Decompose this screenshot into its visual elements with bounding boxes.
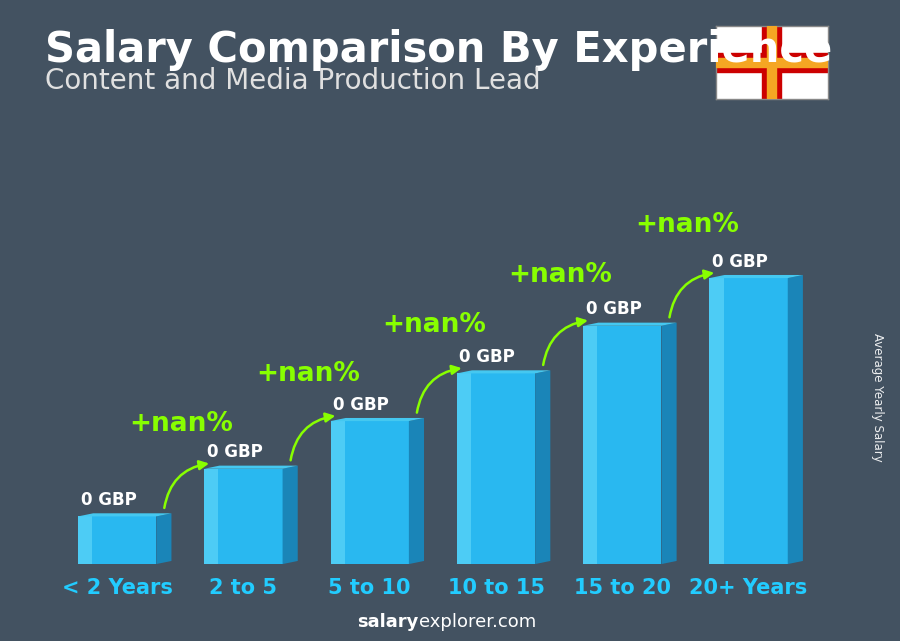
Bar: [709, 278, 724, 564]
FancyBboxPatch shape: [457, 374, 536, 564]
Polygon shape: [409, 418, 424, 564]
Text: +nan%: +nan%: [130, 411, 233, 437]
Text: Content and Media Production Lead: Content and Media Production Lead: [45, 67, 541, 96]
Bar: [330, 421, 345, 564]
Polygon shape: [788, 275, 803, 564]
Text: +nan%: +nan%: [256, 362, 360, 387]
FancyBboxPatch shape: [583, 326, 662, 564]
Text: Average Yearly Salary: Average Yearly Salary: [871, 333, 884, 462]
Polygon shape: [283, 465, 298, 564]
FancyBboxPatch shape: [204, 469, 283, 564]
Text: +nan%: +nan%: [634, 212, 739, 238]
Text: 0 GBP: 0 GBP: [712, 253, 768, 271]
Polygon shape: [583, 322, 677, 326]
FancyBboxPatch shape: [330, 421, 409, 564]
Bar: [716, 53, 828, 72]
Text: +nan%: +nan%: [508, 262, 612, 288]
Text: explorer.com: explorer.com: [418, 613, 536, 631]
Polygon shape: [78, 513, 171, 517]
Polygon shape: [204, 465, 298, 469]
Bar: [716, 58, 828, 67]
Bar: [762, 26, 781, 99]
Bar: [457, 374, 471, 564]
Bar: [204, 469, 219, 564]
Text: +nan%: +nan%: [382, 312, 486, 338]
Bar: [583, 326, 598, 564]
Polygon shape: [330, 418, 424, 421]
Text: 0 GBP: 0 GBP: [459, 348, 515, 366]
Polygon shape: [709, 275, 803, 278]
Bar: [78, 517, 92, 564]
Text: salary: salary: [357, 613, 418, 631]
FancyBboxPatch shape: [78, 517, 157, 564]
Text: 0 GBP: 0 GBP: [586, 301, 642, 319]
Polygon shape: [457, 370, 550, 374]
FancyBboxPatch shape: [709, 278, 788, 564]
Text: 0 GBP: 0 GBP: [333, 395, 389, 414]
Polygon shape: [157, 513, 171, 564]
Text: 0 GBP: 0 GBP: [80, 491, 136, 509]
Text: Salary Comparison By Experience: Salary Comparison By Experience: [45, 29, 832, 71]
Bar: [767, 26, 777, 99]
Polygon shape: [662, 322, 677, 564]
Polygon shape: [536, 370, 550, 564]
Text: 0 GBP: 0 GBP: [207, 444, 263, 462]
